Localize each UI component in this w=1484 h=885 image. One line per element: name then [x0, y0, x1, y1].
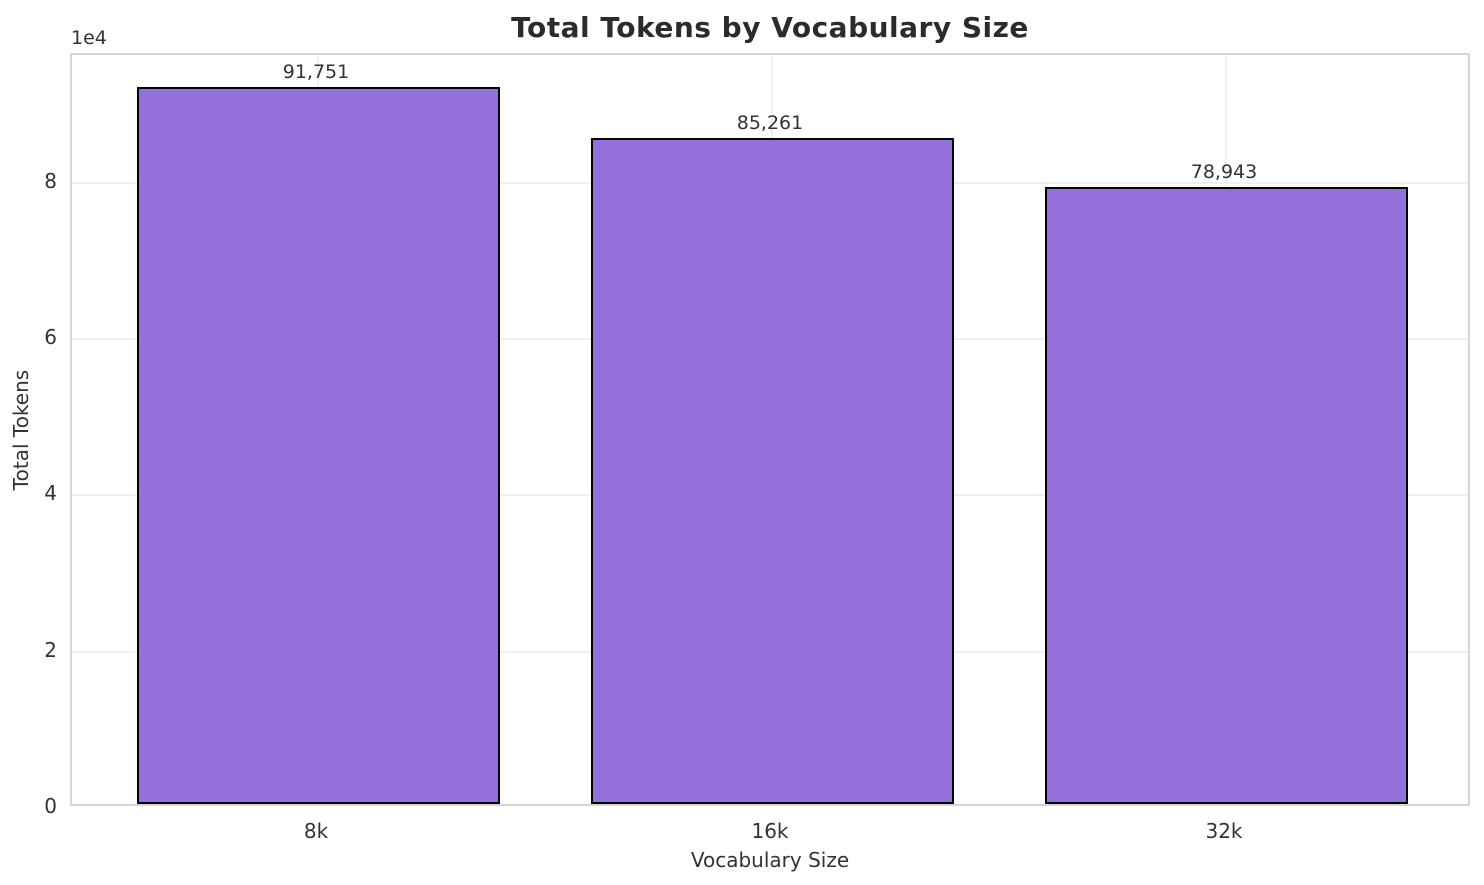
y-tick-label: 0 — [44, 794, 57, 818]
bar-value-label: 78,943 — [1190, 160, 1258, 183]
bar-16k — [590, 137, 954, 804]
x-tick-label: 8k — [303, 819, 329, 843]
x-axis-label: Vocabulary Size — [690, 848, 850, 872]
bar-value-label: 91,751 — [282, 60, 350, 83]
chart-title: Total Tokens by Vocabulary Size — [511, 11, 1029, 44]
y-axis-label: Total Tokens — [9, 369, 33, 491]
x-tick-label: 16k — [751, 819, 789, 843]
bar-8k — [136, 86, 500, 804]
y-tick-label: 8 — [44, 168, 57, 193]
bar-value-label: 85,261 — [736, 111, 804, 134]
y-tick-label: 2 — [44, 637, 57, 662]
y-tick-label: 6 — [44, 325, 57, 350]
plot-area — [70, 53, 1470, 806]
bar-32k — [1044, 186, 1408, 804]
y-tick-label: 4 — [44, 481, 57, 506]
x-tick-label: 32k — [1205, 819, 1243, 843]
y-axis-offset-text: 1e4 — [71, 27, 107, 49]
